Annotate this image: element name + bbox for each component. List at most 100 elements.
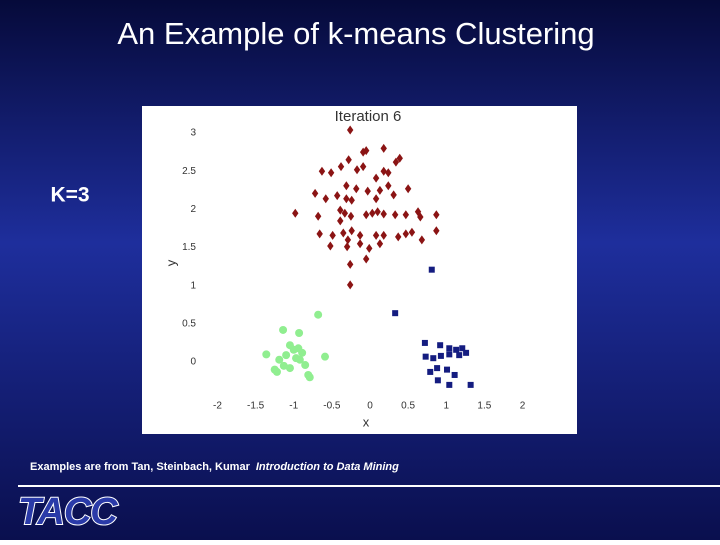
x-tick-label: 1.5 (477, 401, 491, 412)
point (348, 195, 355, 205)
point (430, 355, 437, 362)
footer: Examples are from Tan, Steinbach, Kumar I… (30, 461, 399, 473)
y-tick-label: 2.5 (182, 166, 196, 177)
point (362, 210, 370, 220)
y-tick-label: 0 (190, 357, 196, 368)
point (262, 350, 271, 359)
point (346, 259, 354, 269)
y-axis-label: y (163, 259, 178, 266)
point (348, 226, 355, 236)
point (390, 190, 397, 200)
point (433, 210, 440, 220)
point (295, 329, 304, 338)
point (369, 208, 376, 218)
point (453, 346, 460, 353)
x-tick-label: 0 (367, 401, 373, 412)
point (421, 339, 428, 346)
point (391, 210, 399, 220)
point (356, 230, 364, 240)
x-axis-label: x (363, 414, 370, 429)
k-label: K=3 (50, 184, 89, 207)
point (380, 209, 387, 219)
point (362, 254, 370, 264)
point (275, 355, 284, 364)
point (372, 194, 380, 204)
point (311, 188, 319, 198)
point (346, 280, 354, 290)
point (392, 157, 400, 167)
point (380, 230, 387, 240)
slide-title: An Example of k-means Clustering (117, 16, 594, 51)
point (392, 310, 399, 317)
point (372, 230, 380, 240)
point (446, 345, 453, 352)
point (282, 351, 291, 360)
point (417, 212, 424, 222)
point (337, 162, 345, 172)
point (340, 228, 347, 238)
point (437, 342, 444, 349)
point (343, 242, 351, 252)
point (327, 168, 335, 178)
x-tick-label: 1 (443, 401, 449, 412)
point (347, 211, 355, 221)
point (346, 125, 354, 135)
point (321, 352, 330, 361)
point (376, 239, 384, 249)
point (444, 366, 451, 373)
x-tick-label: -1.5 (247, 401, 265, 412)
point (292, 354, 301, 363)
point (344, 235, 352, 245)
point (366, 243, 373, 253)
chart-title: Iteration 6 (335, 108, 402, 125)
point (334, 191, 341, 201)
point (270, 365, 279, 374)
point (301, 361, 310, 370)
point (434, 365, 441, 372)
y-tick-label: 1.5 (182, 242, 196, 253)
point (285, 364, 294, 373)
point (451, 371, 458, 378)
point (385, 181, 392, 191)
point (376, 185, 384, 195)
point (422, 353, 429, 360)
point (359, 147, 367, 157)
point (459, 345, 466, 352)
point (446, 351, 453, 358)
point (279, 361, 288, 370)
x-tick-label: -0.5 (323, 401, 341, 412)
point (305, 373, 314, 382)
point (385, 168, 392, 178)
point (359, 162, 367, 172)
y-tick-label: 2 (190, 204, 196, 215)
point (372, 173, 380, 183)
point (463, 349, 470, 356)
point (279, 325, 288, 334)
logo: TACC (18, 491, 118, 533)
point (322, 194, 329, 204)
point (418, 235, 426, 245)
point (337, 205, 344, 215)
point (298, 348, 307, 357)
point (337, 216, 344, 226)
point (456, 352, 463, 359)
point (396, 153, 403, 163)
point (446, 381, 453, 388)
point (341, 208, 349, 218)
point (427, 368, 434, 375)
point (353, 184, 360, 194)
y-tick-label: 0.5 (182, 318, 196, 329)
footer-book: Introduction to Data Mining (256, 461, 399, 473)
point (428, 266, 435, 273)
y-tick-label: 3 (190, 128, 196, 139)
point (374, 207, 381, 217)
point (353, 165, 361, 175)
x-tick-label: 0.5 (401, 401, 415, 412)
point (345, 155, 352, 165)
point (404, 184, 412, 194)
point (395, 232, 402, 242)
point (364, 186, 371, 196)
point (380, 143, 387, 153)
point (437, 352, 444, 359)
